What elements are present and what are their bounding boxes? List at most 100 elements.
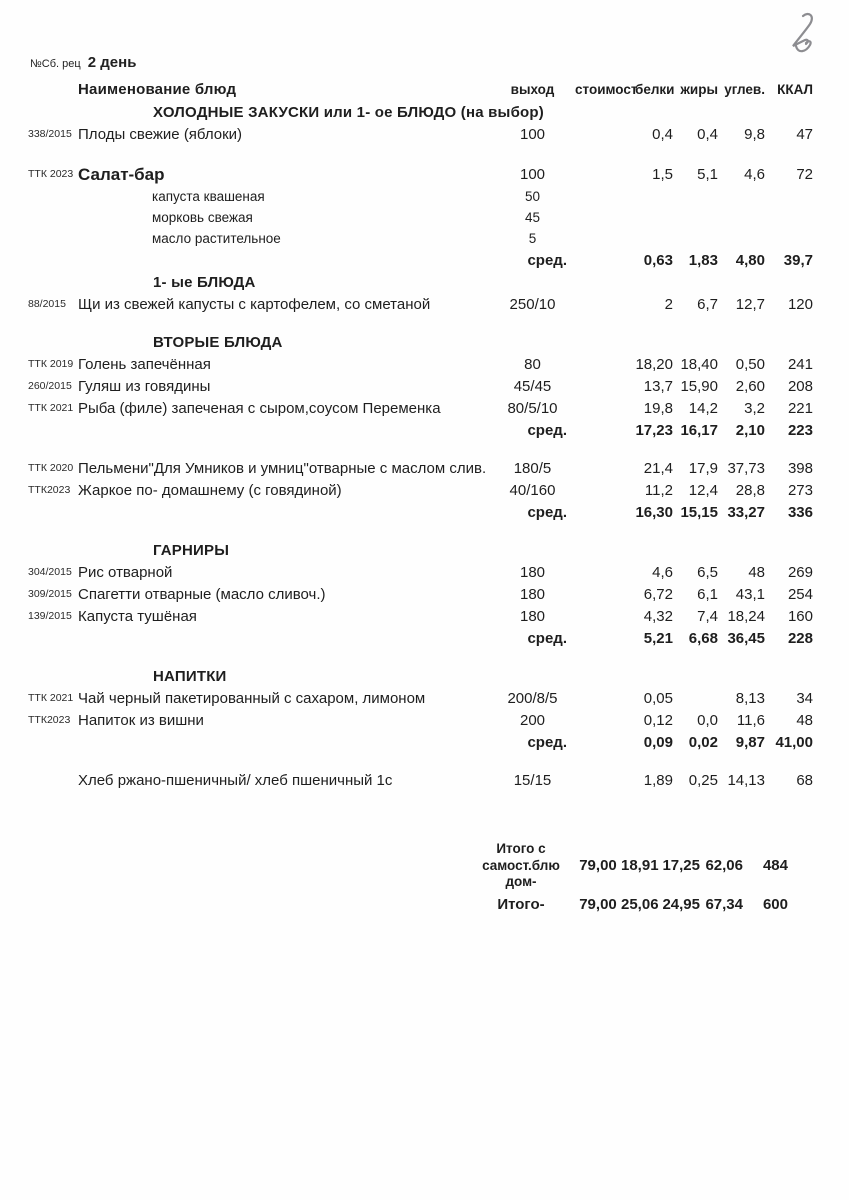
protein-value: 2 [664, 296, 673, 314]
portion-value: 80 [524, 356, 541, 374]
portion-value: 180 [519, 608, 546, 626]
name-column-header: Наименование блюд [78, 81, 237, 99]
ingredient-row: капуста квашеная 50 [0, 187, 849, 208]
recipe-code: ТТК 2021 [28, 402, 74, 415]
total-kcal-value: 600 [762, 896, 788, 914]
average-row: сред. 5,21 6,68 36,45 228 [0, 628, 849, 650]
portion-value: 200/8/5 [507, 690, 558, 708]
ingredient-name: масло растительное [152, 231, 281, 247]
dish-row: ТТК2023 Жаркое по- домашнему (с говядиной… [0, 480, 849, 502]
total-cost-value: 79,00 [579, 857, 617, 875]
protein-value: 0,63 [643, 252, 673, 270]
section-row: 1- ые БЛЮДА [0, 272, 849, 294]
section-title: 1- ые БЛЮДА [153, 274, 256, 292]
carb-value: 18,24 [727, 608, 765, 626]
protein-value: 0,4 [652, 126, 673, 144]
dish-name: Рыба (филе) запеченая с сыром,соусом Пер… [78, 400, 441, 418]
average-label: сред. [527, 422, 567, 440]
kcal-value: 228 [787, 630, 813, 648]
fat-value: 0,25 [688, 772, 718, 790]
recipe-collection-line: №Сб. рец 2 день [30, 54, 136, 71]
kcal-column-header: ККАЛ [777, 81, 813, 97]
dish-row: 304/2015 Рис отварной 180 4,6 6,5 48 269 [0, 562, 849, 584]
blank-row [0, 442, 849, 458]
fat-value: 14,2 [688, 400, 718, 418]
protein-value: 21,4 [643, 460, 673, 478]
average-label: сред. [527, 734, 567, 752]
fat-column-header: жиры [680, 81, 718, 97]
dish-row: 309/2015 Спагетти отварные (масло сливоч.… [0, 584, 849, 606]
dish-name: Жаркое по- домашнему (с говядиной) [78, 482, 342, 500]
kcal-value: 68 [796, 772, 813, 790]
fat-value: 17,9 [688, 460, 718, 478]
dish-name: Капуста тушёная [78, 608, 197, 626]
fat-value: 0,0 [697, 712, 718, 730]
kcal-value: 41,00 [775, 734, 813, 752]
dish-name: Салат-бар [78, 164, 165, 184]
portion-value: 45 [524, 210, 541, 226]
dish-name: Рис отварной [78, 564, 173, 582]
carb-value: 48 [748, 564, 765, 582]
recipe-code: ТТК 2019 [28, 358, 74, 371]
average-row: сред. 0,09 0,02 9,87 41,00 [0, 732, 849, 754]
fat-value: 15,90 [680, 378, 718, 396]
dish-row: ТТК 2021 Рыба (филе) запеченая с сыром,со… [0, 398, 849, 420]
menu-table: Наименование блюд выход стоимост белки ж… [0, 78, 849, 918]
average-row: сред. 0,63 1,83 4,80 39,7 [0, 250, 849, 272]
dish-name: Спагетти отварные (масло сливоч.) [78, 586, 326, 604]
blank-row [0, 650, 849, 666]
carb-value: 37,73 [727, 460, 765, 478]
dish-row: ТТК 2021 Чай черный пакетированный с саха… [0, 688, 849, 710]
total-label-line: Итого- [497, 895, 545, 913]
handwritten-page-number [792, 12, 813, 53]
fat-value: 6,1 [697, 586, 718, 604]
portion-value: 100 [519, 126, 546, 144]
carb-value: 33,27 [727, 504, 765, 522]
fat-value: 16,17 [680, 422, 718, 440]
total-fat-value: 24,95 [662, 896, 700, 914]
recipe-collection-label: №Сб. рец [30, 58, 81, 70]
recipe-code: 88/2015 [28, 298, 66, 311]
total-row: Итого- 79,00 25,06 24,95 67,34 600 [0, 892, 849, 918]
fat-value: 0,4 [697, 126, 718, 144]
dish-row: 139/2015 Капуста тушёная 180 4,32 7,4 18,24 16… [0, 606, 849, 628]
carb-value: 9,8 [744, 126, 765, 144]
portion-value: 45/45 [513, 378, 552, 396]
section-title: ГАРНИРЫ [153, 542, 230, 560]
total-protein-value: 18,91 [621, 857, 659, 875]
kcal-value: 39,7 [783, 252, 813, 270]
ingredient-name: капуста квашеная [152, 189, 265, 205]
fat-value: 1,83 [688, 252, 718, 270]
carb-value: 14,13 [727, 772, 765, 790]
protein-value: 1,5 [652, 165, 673, 183]
protein-value: 11,2 [644, 482, 673, 500]
kcal-value: 47 [796, 126, 813, 144]
recipe-code: 338/2015 [28, 128, 72, 141]
carb-value: 9,87 [735, 734, 765, 752]
carb-value: 3,2 [744, 400, 765, 418]
dish-name: Щи из свежей капусты с картофелем, со см… [78, 296, 431, 314]
portion-value: 40/160 [509, 482, 556, 500]
recipe-code: ТТК 2020 [28, 462, 74, 475]
dish-name: Хлеб ржано-пшеничный/ хлеб пшеничный 1с [78, 772, 393, 790]
recipe-code: 260/2015 [28, 380, 72, 393]
total-fat-value: 17,25 [662, 857, 700, 875]
carb-value: 0,50 [735, 356, 765, 374]
carb-value: 43,1 [735, 586, 765, 604]
kcal-value: 160 [787, 608, 813, 626]
protein-value: 13,7 [643, 378, 673, 396]
portion-value: 180 [519, 564, 546, 582]
total-label-line: Итого с [496, 841, 546, 857]
fat-value: 0,02 [688, 734, 718, 752]
protein-value: 16,30 [635, 504, 673, 522]
day-label: 2 день [87, 54, 137, 71]
total-carb-value: 67,34 [705, 896, 743, 914]
portion-value: 180/5 [513, 460, 552, 478]
section-row: ХОЛОДНЫЕ ЗАКУСКИ или 1- ое БЛЮДО (на выб… [0, 102, 849, 124]
fat-value: 6,68 [688, 630, 718, 648]
total-label: Итого- [471, 895, 571, 914]
carb-column-header: углев. [724, 81, 765, 97]
protein-value: 6,72 [643, 586, 673, 604]
total-label-cell: Итого- [28, 895, 575, 914]
